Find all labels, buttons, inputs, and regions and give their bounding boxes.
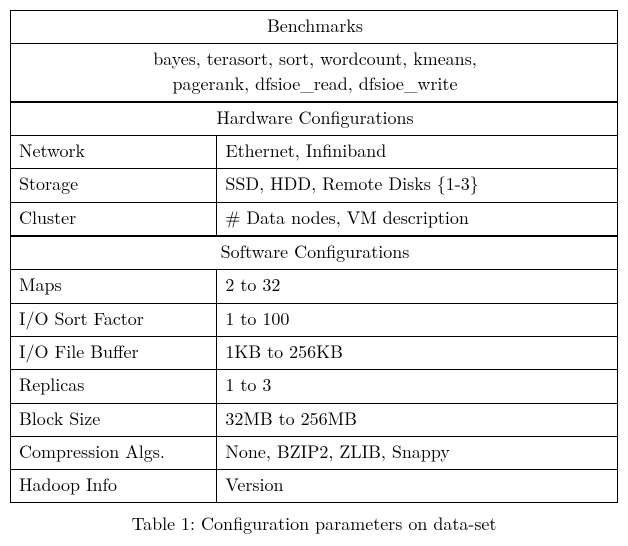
sw-value-3: 1 to 3 — [217, 370, 618, 403]
table-row: Replicas 1 to 3 — [11, 370, 618, 403]
software-header: Software Configurations — [11, 237, 618, 270]
sw-value-2: 1KB to 256KB — [217, 336, 618, 369]
table-row: Block Size 32MB to 256MB — [11, 403, 618, 436]
sw-label-5: Compression Algs. — [11, 436, 217, 469]
benchmarks-line2: pagerank, dfsioe_read, dfsioe_write — [173, 71, 458, 96]
hw-value-2: # Data nodes, VM description — [217, 202, 618, 235]
sw-label-3: Replicas — [11, 370, 217, 403]
table-row: Maps 2 to 32 — [11, 270, 618, 303]
software-header-row: Software Configurations — [11, 237, 618, 270]
benchmarks-header: Benchmarks — [11, 11, 618, 44]
sw-label-2: I/O File Buffer — [11, 336, 217, 369]
benchmarks-list: bayes, terasort, sort, wordcount, kmeans… — [11, 44, 618, 102]
hw-label-1: Storage — [11, 169, 217, 202]
table-row: Network Ethernet, Infiniband — [11, 136, 618, 169]
sw-label-0: Maps — [11, 270, 217, 303]
sw-label-6: Hadoop Info — [11, 470, 217, 503]
table-row: Hadoop Info Version — [11, 470, 618, 503]
benchmarks-line1: bayes, terasort, sort, wordcount, kmeans… — [153, 46, 477, 71]
sw-value-5: None, BZIP2, ZLIB, Snappy — [217, 436, 618, 469]
sw-value-0: 2 to 32 — [217, 270, 618, 303]
sw-label-1: I/O Sort Factor — [11, 303, 217, 336]
hw-label-0: Network — [11, 136, 217, 169]
hw-label-2: Cluster — [11, 202, 217, 235]
benchmarks-header-row: Benchmarks — [11, 11, 618, 44]
table-row: Cluster # Data nodes, VM description — [11, 202, 618, 235]
config-table: Benchmarks bayes, terasort, sort, wordco… — [10, 10, 618, 503]
table-row: I/O File Buffer 1KB to 256KB — [11, 336, 618, 369]
hw-value-0: Ethernet, Infiniband — [217, 136, 618, 169]
hw-value-1: SSD, HDD, Remote Disks {1-3} — [217, 169, 618, 202]
sw-value-6: Version — [217, 470, 618, 503]
config-table-container: Benchmarks bayes, terasort, sort, wordco… — [10, 10, 618, 536]
table-row: Storage SSD, HDD, Remote Disks {1-3} — [11, 169, 618, 202]
hardware-header: Hardware Configurations — [11, 102, 618, 135]
table-row: Compression Algs. None, BZIP2, ZLIB, Sna… — [11, 436, 618, 469]
benchmarks-list-row: bayes, terasort, sort, wordcount, kmeans… — [11, 44, 618, 102]
sw-label-4: Block Size — [11, 403, 217, 436]
sw-value-4: 32MB to 256MB — [217, 403, 618, 436]
sw-value-1: 1 to 100 — [217, 303, 618, 336]
table-row: I/O Sort Factor 1 to 100 — [11, 303, 618, 336]
table-caption: Table 1: Configuration parameters on dat… — [10, 511, 618, 536]
hardware-header-row: Hardware Configurations — [11, 102, 618, 135]
